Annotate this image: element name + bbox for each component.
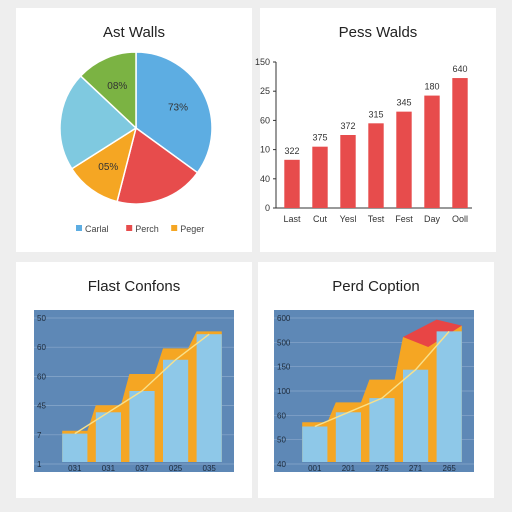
bar-chart: 0 40 10 60 25 150 322 Last 375 Cut 372 Yesl 315 Test 3… (255, 57, 472, 224)
legend-swatch (171, 225, 178, 231)
pie-slice-label: 08% (107, 81, 127, 92)
bar-data-label: 372 (340, 121, 355, 131)
y-tick-label: 1 (37, 460, 42, 469)
area-bar-chart-left: 1 7 45 60 60 50 031 031 037 025 035 (34, 310, 234, 473)
series-line (74, 333, 210, 435)
pie-slice (116, 126, 199, 205)
area-bar-chart-left-title: Flast Confons (87, 278, 181, 295)
x-tick-label: 035 (203, 464, 217, 473)
y-tick-label: 60 (37, 343, 46, 352)
area-bar-chart-right-panel: Perd Coption 40 50 60 100 150 500 600 001 201 275… (258, 262, 494, 498)
bar (129, 391, 155, 462)
y-tick-label: 50 (37, 314, 46, 323)
x-tick-label: Yesl (340, 214, 357, 224)
y-tick-label: 0 (265, 203, 270, 213)
y-tick-label: 60 (260, 115, 270, 125)
legend-swatch (126, 225, 133, 231)
pie-slice-label: 05% (98, 162, 118, 173)
area-bar-chart-left-panel: Flast Confons 1 7 45 60 60 50 031 031 037 025 035 (16, 262, 252, 498)
bar (62, 433, 88, 462)
bar (284, 159, 300, 208)
bar-chart-title: Pess Walds (338, 24, 418, 41)
bar (403, 369, 429, 462)
x-tick-label: 271 (409, 464, 423, 473)
y-tick-label: 50 (277, 436, 286, 445)
y-tick-label: 600 (277, 314, 291, 323)
bar (424, 95, 440, 208)
bar (340, 135, 356, 208)
x-tick-label: Last (283, 214, 301, 224)
area-bar-chart-right: 40 50 60 100 150 500 600 001 201 275 271 265 (274, 310, 474, 473)
x-tick-label: 025 (169, 464, 183, 473)
bar (436, 331, 462, 462)
y-tick-label: 40 (260, 174, 270, 184)
legend-label: Carlal (85, 224, 109, 234)
y-tick-label: 40 (277, 460, 286, 469)
area-bar-chart-right-title: Perd Coption (332, 278, 420, 295)
y-tick-label: 500 (277, 338, 291, 347)
x-tick-label: 201 (342, 464, 356, 473)
overlay-red-area (403, 319, 462, 348)
y-tick-label: 10 (260, 145, 270, 155)
y-tick-label: 150 (277, 363, 291, 372)
pie-slice-label: 73% (168, 103, 188, 114)
x-tick-label: Fest (395, 214, 413, 224)
bar (312, 146, 328, 208)
pie-slice (135, 51, 213, 174)
x-tick-label: Cut (313, 214, 328, 224)
bar (368, 123, 384, 208)
x-tick-label: Day (424, 214, 441, 224)
bar-data-label: 322 (284, 146, 299, 156)
pie-chart-panel: Ast Walls 73% 05% 08% Carlal Perch Peger (16, 8, 252, 252)
pie-chart-title: Ast Walls (103, 24, 165, 41)
bar-data-label: 345 (396, 98, 411, 108)
x-tick-label: 031 (102, 464, 116, 473)
y-tick-label: 100 (277, 387, 291, 396)
x-tick-label: 031 (68, 464, 82, 473)
bar (196, 334, 222, 462)
legend-label: Perch (135, 224, 159, 234)
x-tick-label: Ooll (452, 214, 468, 224)
bar-chart-panel: Pess Walds 0 40 10 60 25 150 322 Last 375 Cut 372 Y… (255, 8, 496, 252)
bar-data-label: 315 (368, 109, 383, 119)
pie-slice (79, 51, 137, 130)
bar (369, 398, 395, 462)
y-tick-label: 150 (255, 57, 270, 67)
y-tick-label: 60 (277, 411, 286, 420)
x-tick-label: 265 (443, 464, 457, 473)
bar (95, 412, 121, 462)
bar-data-label: 180 (424, 82, 439, 92)
y-tick-label: 25 (260, 86, 270, 96)
bar-data-label: 375 (312, 133, 327, 143)
bar-data-label: 640 (452, 64, 467, 74)
x-tick-label: Test (368, 214, 385, 224)
y-tick-label: 7 (37, 431, 42, 440)
legend-swatch (76, 225, 82, 231)
bar (163, 359, 189, 462)
x-tick-label: 275 (375, 464, 389, 473)
legend-label: Peger (180, 224, 204, 234)
bar (452, 78, 468, 208)
bar (335, 412, 361, 462)
y-tick-label: 60 (37, 372, 46, 381)
y-tick-label: 45 (37, 402, 46, 411)
bar (302, 426, 328, 462)
bar (396, 111, 412, 208)
pie-slice (59, 74, 138, 170)
x-tick-label: 037 (135, 464, 149, 473)
pie-chart: 73% 05% 08% Carlal Perch Peger (59, 51, 213, 234)
series-line (314, 330, 450, 428)
x-tick-label: 001 (308, 464, 322, 473)
